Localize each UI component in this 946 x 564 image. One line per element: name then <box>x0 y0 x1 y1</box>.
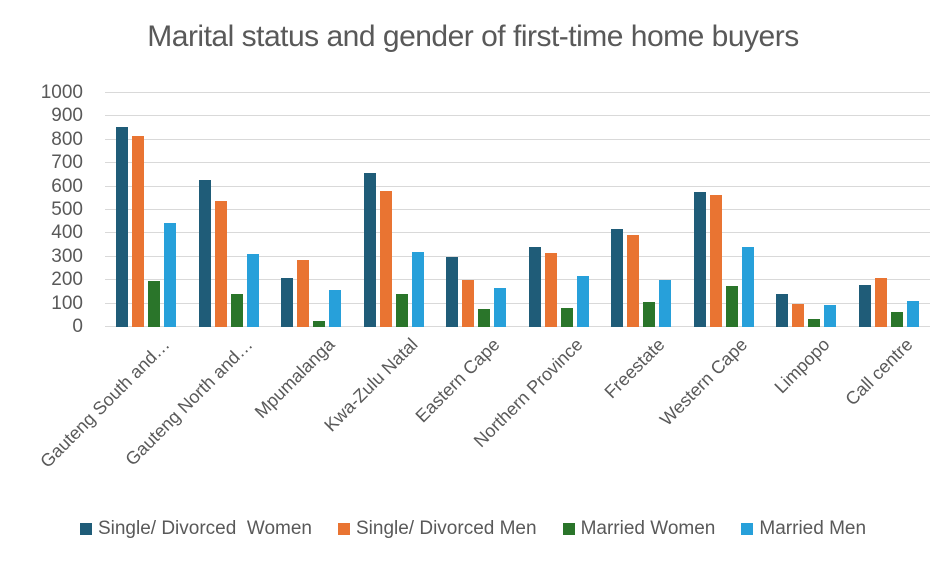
y-axis-tick-label: 1000 <box>40 82 83 104</box>
bar-single-divorced-women <box>198 179 211 327</box>
bar-single-divorced-men <box>627 234 640 327</box>
x-axis-label: Limpopo <box>770 334 834 398</box>
bar-group <box>600 93 683 327</box>
bar-single-divorced-women <box>363 172 376 327</box>
bar-group <box>518 93 601 327</box>
legend-swatch-icon <box>79 522 92 535</box>
gridline <box>105 279 930 281</box>
bar-single-divorced-men <box>462 280 475 327</box>
bar-single-divorced-men <box>709 194 722 327</box>
bar-group <box>105 93 188 327</box>
legend-item-married-women: Married Women <box>562 518 716 539</box>
bar-single-divorced-men <box>544 253 557 327</box>
gridline <box>105 326 930 327</box>
bar-married-men <box>329 289 342 327</box>
bar-married-men <box>741 247 754 327</box>
legend-swatch-icon <box>741 522 754 535</box>
bar-married-women <box>890 311 903 327</box>
y-axis-tick-label: 100 <box>51 292 83 314</box>
bar-group <box>353 93 436 327</box>
legend-item-married-men: Married Men <box>741 519 866 538</box>
gridline <box>105 209 930 210</box>
bar-married-women <box>725 286 738 327</box>
bar-married-men <box>164 222 177 327</box>
bar-single-divorced-women <box>776 294 789 327</box>
gridline <box>105 138 930 140</box>
y-axis-tick-label: 700 <box>51 152 83 174</box>
bar-married-men <box>824 304 837 327</box>
x-axis-label: Call centre <box>841 334 917 410</box>
bar-married-men <box>659 280 672 327</box>
y-axis-tick-label: 200 <box>51 269 83 291</box>
legend: Single/ Divorced Women Single/ Divorced M… <box>0 519 946 538</box>
legend-label: Married Women <box>580 518 716 539</box>
bar-groups <box>105 93 930 327</box>
y-axis-tick-label: 0 <box>72 316 83 338</box>
bar-single-divorced-men <box>874 277 887 327</box>
y-axis-tick-label: 600 <box>51 175 83 197</box>
bar-married-men <box>906 301 919 327</box>
bar-single-divorced-women <box>528 247 541 327</box>
x-axis-label: Eastern Cape <box>411 334 504 427</box>
bar-single-divorced-men <box>132 136 145 327</box>
gridline <box>105 232 930 234</box>
x-axis-label: Freestate <box>600 334 669 403</box>
bar-single-divorced-women <box>116 126 129 327</box>
bar-single-divorced-men <box>379 191 392 327</box>
chart-title: Marital status and gender of first-time … <box>147 20 799 53</box>
plot-area <box>105 92 930 327</box>
bar-single-divorced-women <box>858 284 871 327</box>
bar-single-divorced-men <box>214 200 227 327</box>
legend-item-single-divorced-men: Single/ Divorced Men <box>337 518 537 539</box>
x-axis-label: Mpumalanga <box>250 334 339 423</box>
bar-single-divorced-women <box>446 256 459 327</box>
y-axis-tick-label: 400 <box>51 222 83 244</box>
bar-group <box>683 93 766 327</box>
bar-single-divorced-women <box>611 228 624 327</box>
bar-single-divorced-women <box>693 192 706 327</box>
y-axis-tick-label: 900 <box>51 105 83 127</box>
gridline <box>105 255 930 257</box>
y-axis-tick-label: 500 <box>51 199 83 221</box>
bar-married-women <box>395 294 408 327</box>
bar-group <box>435 93 518 327</box>
legend-label: Married Men <box>759 518 867 539</box>
bar-married-women <box>560 308 573 327</box>
legend-swatch-icon <box>337 522 350 535</box>
bar-married-men <box>576 275 589 327</box>
bar-married-women <box>808 318 821 327</box>
bar-single-divorced-men <box>297 260 310 327</box>
bar-married-women <box>643 302 656 327</box>
legend-label: Single/ Divorced Women <box>97 518 312 539</box>
bar-single-divorced-women <box>281 277 294 327</box>
bar-married-men <box>494 288 507 327</box>
bar-single-divorced-men <box>792 303 805 327</box>
y-axis-tick-label: 800 <box>51 128 83 150</box>
bar-married-women <box>230 294 243 327</box>
bar-group <box>848 93 931 327</box>
legend-swatch-icon <box>562 522 575 535</box>
bar-married-men <box>411 252 424 327</box>
x-axis-label: Western Cape <box>655 334 752 430</box>
bar-married-men <box>246 254 259 327</box>
bar-group <box>188 93 271 327</box>
gridline <box>105 115 930 117</box>
gridline <box>105 92 930 93</box>
gridline <box>105 162 930 164</box>
bar-group <box>765 93 848 327</box>
bar-married-women <box>313 321 326 327</box>
bar-married-women <box>478 309 491 327</box>
bar-married-women <box>148 281 161 327</box>
bar-group <box>270 93 353 327</box>
y-axis-tick-label: 300 <box>51 245 83 267</box>
gridline <box>105 185 930 187</box>
gridline <box>105 302 930 304</box>
legend-item-single-divorced-women: Single/ Divorced Women <box>79 518 312 539</box>
legend-label: Single/ Divorced Men <box>355 518 537 539</box>
